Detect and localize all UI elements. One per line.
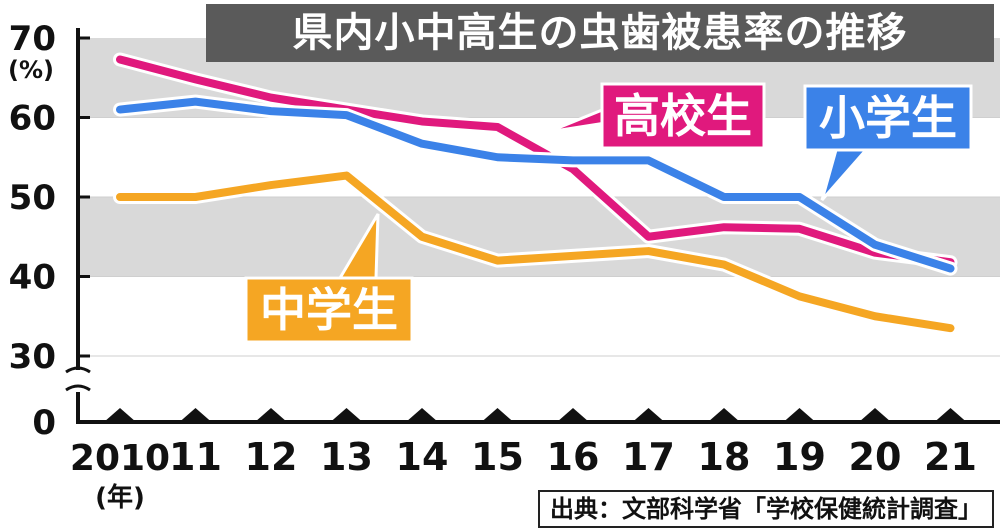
x-tick-label: 14 [396, 435, 449, 479]
axis-break-mark [65, 366, 91, 392]
chart-title: 県内小中高生の虫歯被患率の推移 [206, 4, 994, 62]
x-tick-marker [406, 408, 438, 422]
x-tick-marker [330, 408, 363, 422]
x-tick-marker [783, 408, 816, 422]
callout-box [244, 276, 414, 344]
x-tick-label: 16 [547, 435, 600, 479]
x-tick-marker [632, 408, 665, 422]
x-tick-label: 19 [773, 435, 826, 479]
callout-tail [820, 148, 870, 201]
x-tick-label: 17 [622, 435, 675, 479]
x-unit-label: (年) [95, 482, 145, 513]
x-tick-marker [481, 408, 514, 422]
x-tick-marker [179, 408, 212, 422]
x-tick-label: 18 [698, 435, 751, 479]
y-tick-label: 30 [9, 337, 56, 377]
x-tick-label: 2010 [70, 438, 170, 479]
series-lines [113, 52, 958, 336]
x-tick-marker [557, 408, 589, 422]
y-tick-label: 50 [9, 178, 56, 218]
series-line [116, 55, 955, 267]
series-label: 中学生 [260, 283, 398, 337]
x-tick-label: 13 [320, 435, 373, 479]
series-label: 高校生 [614, 89, 752, 143]
callout-box [803, 84, 973, 152]
source-note: 出典：文部科学省「学校保健統計調査」 [538, 490, 994, 528]
y-unit-label: (%) [8, 56, 54, 84]
y-tick-label: 0 [32, 403, 56, 443]
x-tick-marker [859, 408, 891, 422]
x-tick-label: 15 [471, 435, 524, 479]
x-tick-label: 12 [245, 435, 298, 479]
x-tick-marker [934, 408, 967, 422]
axes [65, 28, 1000, 424]
x-tick-label: 20 [849, 435, 902, 479]
x-tick-marker [255, 408, 287, 422]
y-tick-label: 40 [9, 258, 56, 298]
x-tick-marker [708, 408, 740, 422]
y-tick-label: 70 [9, 19, 56, 59]
y-tick-label: 60 [9, 99, 56, 139]
series-line [116, 97, 955, 273]
series-label: 小学生 [819, 91, 957, 145]
x-tick-label: 21 [924, 435, 977, 479]
x-tick-marker [104, 408, 136, 422]
x-tick-label: 11 [169, 435, 222, 479]
series-line [116, 171, 955, 333]
callout-box [600, 82, 766, 150]
